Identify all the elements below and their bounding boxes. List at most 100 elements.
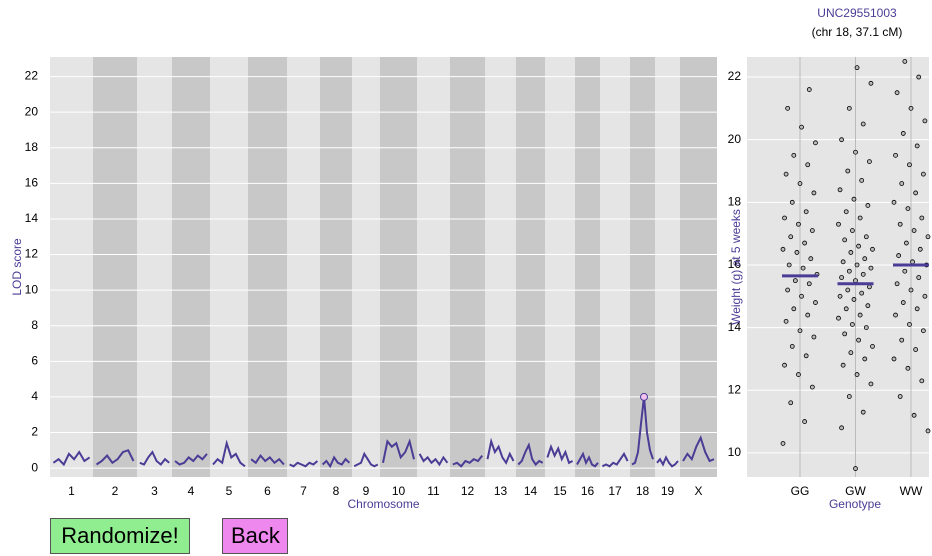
data-point [813, 300, 818, 305]
y-tick-label: 8 [31, 318, 38, 332]
x-tick-label: 19 [661, 484, 675, 498]
data-point [851, 196, 857, 202]
strip-subtitle: (chr 18, 37.1 cM) [812, 25, 903, 39]
data-point [842, 237, 848, 243]
lod-curve [601, 451, 629, 468]
x-tick-label: 3 [151, 484, 158, 498]
chromosome-band [485, 57, 516, 477]
data-point [785, 287, 791, 293]
chromosome-band [248, 57, 287, 477]
data-point [862, 356, 868, 362]
y-tick-label: 18 [728, 194, 742, 208]
data-point [853, 466, 858, 471]
x-axis-label: Genotype [829, 497, 881, 511]
y-tick-label: 6 [31, 353, 38, 367]
data-point [836, 315, 841, 321]
data-point [851, 297, 857, 302]
data-point [840, 259, 846, 265]
data-point [916, 275, 922, 280]
lod-curve [139, 450, 170, 466]
data-point [893, 312, 898, 318]
chromosome-band [50, 57, 93, 477]
data-point [907, 162, 912, 168]
data-point [925, 428, 931, 434]
chromosome-band [575, 57, 600, 477]
data-point [870, 343, 875, 349]
y-tick-label: 12 [728, 382, 742, 396]
back-button[interactable]: Back [222, 518, 288, 554]
lod-curve [289, 460, 319, 468]
lod-curve [682, 435, 715, 463]
data-point [839, 425, 844, 431]
lod-curve [486, 437, 515, 465]
data-point [794, 250, 800, 255]
chromosome-band [352, 57, 380, 477]
data-point [868, 381, 874, 387]
x-tick-label: 17 [608, 484, 622, 498]
data-point [780, 441, 786, 446]
data-point [920, 328, 926, 334]
data-point [783, 171, 789, 177]
chromosome-band [450, 57, 485, 477]
data-point [843, 209, 849, 215]
data-point [899, 181, 905, 186]
data-point [789, 199, 795, 205]
data-point [897, 394, 903, 399]
data-point [863, 325, 869, 331]
chromosome-band [287, 57, 320, 477]
data-point [862, 256, 868, 262]
data-point [788, 400, 794, 406]
x-tick-label: 14 [524, 484, 538, 498]
data-point [806, 281, 812, 287]
data-point [786, 262, 792, 268]
data-point [853, 278, 858, 284]
y-tick-label: 16 [25, 176, 39, 190]
chromosome-band [210, 57, 248, 477]
y-tick-label: 12 [25, 247, 39, 261]
chromosome-band [380, 57, 417, 477]
data-point [837, 293, 843, 299]
x-tick-label: 11 [427, 484, 440, 498]
data-point [902, 268, 908, 274]
data-point [796, 372, 801, 377]
data-point [868, 80, 874, 86]
data-point [785, 105, 791, 111]
data-point [922, 293, 928, 299]
data-point [803, 353, 809, 359]
randomize-button[interactable]: Randomize! [50, 518, 190, 554]
data-point [920, 171, 926, 177]
x-tick-label: 2 [112, 484, 119, 498]
data-point [799, 124, 804, 130]
data-point [900, 300, 906, 305]
data-point [900, 131, 906, 136]
y-tick-label: 10 [25, 282, 39, 296]
x-tick-label: 4 [188, 484, 195, 498]
y-tick-label: 22 [25, 69, 39, 83]
chromosome-band [93, 57, 137, 477]
data-point [792, 278, 798, 284]
x-tick-label: GG [791, 484, 810, 498]
x-tick-label: 8 [333, 484, 340, 498]
data-point [809, 384, 815, 390]
data-point [813, 140, 818, 146]
y-tick-label: 10 [728, 445, 742, 459]
data-point [789, 343, 795, 349]
y-axis-label: LOD score [10, 238, 24, 296]
data-point [913, 347, 919, 352]
data-point [800, 265, 806, 271]
chromosome-band [516, 57, 545, 477]
data-point [854, 262, 860, 268]
data-point [917, 246, 923, 252]
strip-title: UNC29551003 [817, 6, 897, 20]
data-point [863, 234, 869, 240]
data-point [796, 221, 801, 227]
data-point [854, 65, 860, 71]
data-point [891, 356, 897, 362]
data-point [839, 275, 844, 280]
data-point [791, 306, 797, 312]
data-point [908, 105, 914, 111]
data-point [805, 162, 811, 168]
lod-curve [418, 453, 449, 467]
data-point [802, 419, 808, 424]
data-point [894, 90, 900, 96]
